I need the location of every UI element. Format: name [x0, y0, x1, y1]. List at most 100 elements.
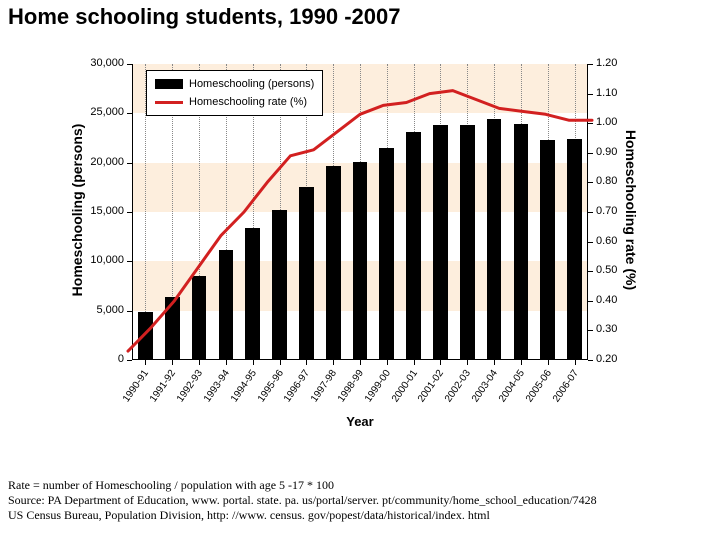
y2-tick-label: 0.60: [596, 235, 617, 247]
y2-tick: [588, 64, 593, 65]
bar: [245, 228, 260, 360]
x-tick-label: 1998-99: [336, 368, 366, 404]
y1-tick: [127, 113, 132, 114]
legend: Homeschooling (persons) Homeschooling rat…: [146, 70, 323, 116]
y2-tick: [588, 123, 593, 124]
x-tick: [333, 360, 334, 365]
bar: [514, 124, 529, 360]
x-tick-label: 2001-02: [416, 368, 446, 404]
y1-tick: [127, 64, 132, 65]
y2-axis-title: Homeschooling rate (%): [623, 110, 639, 310]
x-tick: [521, 360, 522, 365]
y2-tick-label: 0.40: [596, 294, 617, 306]
bar: [460, 125, 475, 360]
y2-tick: [588, 94, 593, 95]
x-tick-label: 1997-98: [309, 368, 339, 404]
x-tick-label: 1995-96: [255, 368, 285, 404]
y2-tick: [588, 271, 593, 272]
y2-tick: [588, 153, 593, 154]
x-tick: [360, 360, 361, 365]
bar: [272, 210, 287, 360]
bar: [353, 162, 368, 360]
y2-tick: [588, 301, 593, 302]
y2-tick-label: 0.30: [596, 323, 617, 335]
bar: [540, 140, 555, 360]
footnote-line: Rate = number of Homeschooling / populat…: [8, 478, 597, 493]
y2-tick: [588, 212, 593, 213]
x-axis-title: Year: [132, 414, 588, 429]
y1-tick-label: 0: [60, 353, 124, 365]
y1-tick: [127, 360, 132, 361]
bar: [567, 139, 582, 360]
y1-tick: [127, 311, 132, 312]
y2-tick-label: 1.20: [596, 57, 617, 69]
legend-swatch-line: [155, 101, 183, 104]
footnote-line: Source: PA Department of Education, www.…: [8, 493, 597, 508]
y1-tick-label: 30,000: [60, 57, 124, 69]
x-tick: [414, 360, 415, 365]
legend-item: Homeschooling rate (%): [155, 93, 314, 111]
bar: [299, 187, 314, 360]
x-tick-label: 1993-94: [202, 368, 232, 404]
x-tick: [306, 360, 307, 365]
x-tick: [387, 360, 388, 365]
legend-label: Homeschooling (persons): [189, 78, 314, 90]
footnote: Rate = number of Homeschooling / populat…: [8, 478, 597, 523]
y2-tick: [588, 360, 593, 361]
y2-tick-label: 0.20: [596, 353, 617, 365]
y1-tick: [127, 261, 132, 262]
bar: [326, 166, 341, 360]
y2-tick-label: 0.90: [596, 146, 617, 158]
x-tick-label: 1994-95: [229, 368, 259, 404]
legend-label: Homeschooling rate (%): [189, 96, 307, 108]
x-tick: [226, 360, 227, 365]
bar: [406, 132, 421, 360]
legend-item: Homeschooling (persons): [155, 75, 314, 93]
x-tick-label: 1999-00: [363, 368, 393, 404]
x-tick: [467, 360, 468, 365]
x-tick-label: 1991-92: [148, 368, 178, 404]
x-tick-label: 2000-01: [390, 368, 420, 404]
x-tick-label: 2006-07: [551, 368, 581, 404]
y1-tick: [127, 163, 132, 164]
x-tick-label: 2004-05: [497, 368, 527, 404]
x-tick-label: 1992-93: [175, 368, 205, 404]
bar: [219, 250, 234, 360]
axis-line: [132, 64, 133, 360]
page: Home schooling students, 1990 -2007 05,0…: [0, 0, 720, 540]
y2-tick-label: 1.10: [596, 87, 617, 99]
bar: [192, 276, 207, 360]
bar: [138, 312, 153, 360]
x-tick: [548, 360, 549, 365]
y2-tick: [588, 182, 593, 183]
x-tick-label: 2005-06: [524, 368, 554, 404]
bar: [433, 125, 448, 360]
x-tick: [280, 360, 281, 365]
x-tick: [253, 360, 254, 365]
x-tick: [575, 360, 576, 365]
y2-tick: [588, 330, 593, 331]
x-tick: [145, 360, 146, 365]
bar: [379, 148, 394, 360]
bar: [487, 119, 502, 360]
x-tick-label: 2002-03: [443, 368, 473, 404]
x-tick: [172, 360, 173, 365]
chart: 05,00010,00015,00020,00025,00030,000 0.2…: [60, 50, 660, 450]
y1-axis-title: Homeschooling (persons): [69, 110, 85, 310]
x-tick-label: 1996-97: [282, 368, 312, 404]
page-title: Home schooling students, 1990 -2007: [8, 4, 400, 30]
bar: [165, 297, 180, 360]
legend-swatch-bar: [155, 79, 183, 89]
footnote-line: US Census Bureau, Population Division, h…: [8, 508, 597, 523]
x-tick: [494, 360, 495, 365]
x-tick: [440, 360, 441, 365]
x-tick: [199, 360, 200, 365]
y2-tick-label: 0.70: [596, 205, 617, 217]
y1-tick: [127, 212, 132, 213]
x-tick-label: 1990-91: [121, 368, 151, 404]
y2-tick-label: 0.80: [596, 175, 617, 187]
y2-tick-label: 1.00: [596, 116, 617, 128]
y2-tick: [588, 242, 593, 243]
y2-tick-label: 0.50: [596, 264, 617, 276]
x-tick-label: 2003-04: [470, 368, 500, 404]
